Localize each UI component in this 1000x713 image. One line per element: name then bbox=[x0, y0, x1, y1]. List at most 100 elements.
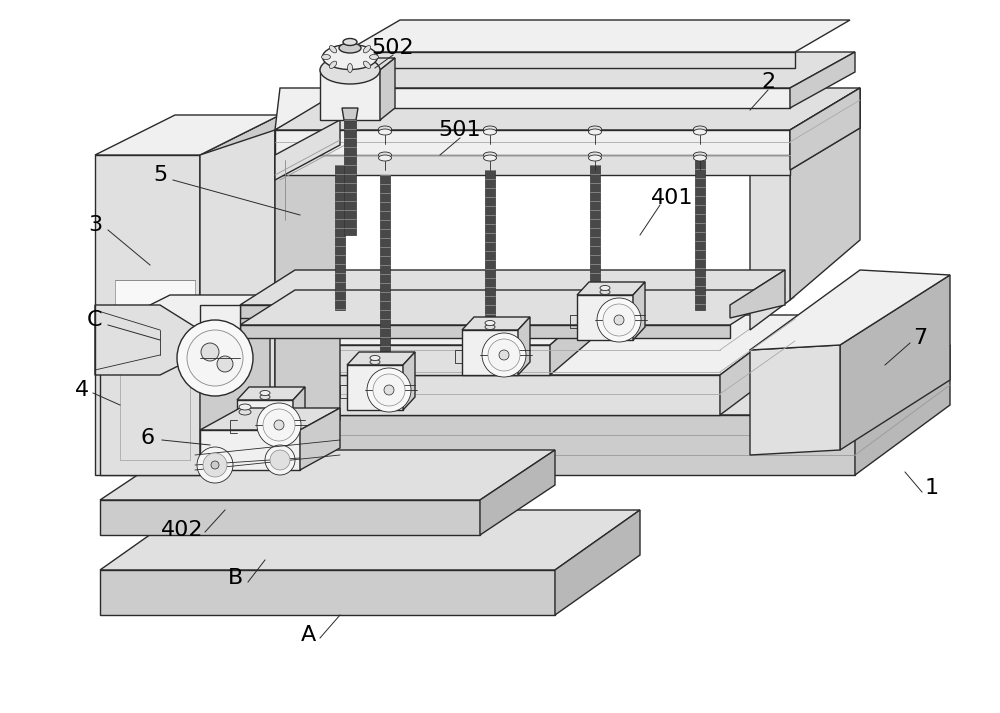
Polygon shape bbox=[130, 285, 620, 345]
Polygon shape bbox=[100, 295, 270, 330]
Polygon shape bbox=[345, 20, 850, 52]
Polygon shape bbox=[240, 305, 730, 318]
Polygon shape bbox=[347, 365, 403, 410]
Polygon shape bbox=[237, 387, 305, 400]
Circle shape bbox=[373, 374, 405, 406]
Polygon shape bbox=[340, 52, 855, 88]
Ellipse shape bbox=[370, 356, 380, 361]
Polygon shape bbox=[577, 282, 645, 295]
Polygon shape bbox=[320, 70, 380, 120]
Polygon shape bbox=[790, 88, 860, 300]
Text: 401: 401 bbox=[651, 188, 693, 208]
Ellipse shape bbox=[600, 289, 610, 294]
Polygon shape bbox=[790, 88, 860, 170]
Ellipse shape bbox=[588, 129, 602, 135]
Ellipse shape bbox=[348, 63, 352, 73]
Text: 402: 402 bbox=[161, 520, 203, 540]
Ellipse shape bbox=[239, 404, 251, 410]
Polygon shape bbox=[240, 270, 785, 305]
Polygon shape bbox=[237, 400, 293, 445]
Circle shape bbox=[614, 315, 624, 325]
Ellipse shape bbox=[348, 41, 352, 51]
Polygon shape bbox=[115, 280, 195, 430]
Text: 3: 3 bbox=[88, 215, 102, 235]
Circle shape bbox=[488, 339, 520, 371]
Circle shape bbox=[499, 350, 509, 360]
Polygon shape bbox=[200, 295, 270, 475]
Ellipse shape bbox=[260, 394, 270, 399]
Polygon shape bbox=[100, 510, 640, 570]
Circle shape bbox=[603, 304, 635, 336]
Polygon shape bbox=[240, 290, 785, 325]
Ellipse shape bbox=[694, 126, 706, 132]
Polygon shape bbox=[300, 408, 340, 470]
Ellipse shape bbox=[694, 152, 706, 158]
Polygon shape bbox=[840, 275, 950, 450]
Polygon shape bbox=[790, 88, 860, 170]
Polygon shape bbox=[462, 317, 530, 330]
Ellipse shape bbox=[694, 155, 706, 161]
Polygon shape bbox=[518, 317, 530, 375]
Polygon shape bbox=[293, 387, 305, 445]
Circle shape bbox=[197, 447, 233, 483]
Polygon shape bbox=[403, 352, 415, 410]
Ellipse shape bbox=[484, 129, 496, 135]
Polygon shape bbox=[555, 510, 640, 615]
Polygon shape bbox=[275, 93, 340, 460]
Polygon shape bbox=[750, 270, 950, 350]
Polygon shape bbox=[855, 345, 950, 475]
Ellipse shape bbox=[260, 391, 270, 396]
Polygon shape bbox=[345, 52, 795, 68]
Circle shape bbox=[257, 403, 301, 447]
Text: 6: 6 bbox=[141, 428, 155, 448]
Ellipse shape bbox=[588, 152, 602, 158]
Polygon shape bbox=[550, 285, 620, 375]
Ellipse shape bbox=[363, 46, 371, 53]
Polygon shape bbox=[200, 130, 275, 475]
Polygon shape bbox=[340, 88, 790, 108]
Polygon shape bbox=[100, 570, 555, 615]
Polygon shape bbox=[130, 315, 800, 375]
Circle shape bbox=[482, 333, 526, 377]
Text: 502: 502 bbox=[372, 38, 414, 58]
Circle shape bbox=[201, 343, 219, 361]
Ellipse shape bbox=[485, 324, 495, 329]
Polygon shape bbox=[335, 165, 345, 310]
Circle shape bbox=[597, 298, 641, 342]
Circle shape bbox=[274, 420, 284, 430]
Polygon shape bbox=[95, 155, 200, 475]
Polygon shape bbox=[750, 345, 840, 455]
Polygon shape bbox=[275, 88, 345, 130]
Ellipse shape bbox=[322, 54, 330, 59]
Polygon shape bbox=[95, 305, 200, 375]
Polygon shape bbox=[100, 330, 200, 475]
Polygon shape bbox=[380, 175, 390, 380]
Polygon shape bbox=[320, 58, 395, 70]
Ellipse shape bbox=[588, 155, 602, 161]
Polygon shape bbox=[485, 170, 495, 365]
Ellipse shape bbox=[239, 409, 251, 415]
Polygon shape bbox=[720, 315, 800, 415]
Polygon shape bbox=[730, 270, 785, 318]
Circle shape bbox=[367, 368, 411, 412]
Circle shape bbox=[384, 385, 394, 395]
Polygon shape bbox=[480, 450, 555, 535]
Ellipse shape bbox=[329, 61, 337, 68]
Circle shape bbox=[177, 320, 253, 396]
Polygon shape bbox=[380, 58, 395, 120]
Ellipse shape bbox=[378, 129, 392, 135]
Ellipse shape bbox=[485, 321, 495, 326]
Polygon shape bbox=[695, 160, 705, 310]
Circle shape bbox=[217, 356, 233, 372]
Ellipse shape bbox=[378, 126, 392, 132]
Polygon shape bbox=[342, 108, 358, 120]
Ellipse shape bbox=[363, 61, 371, 68]
Ellipse shape bbox=[484, 152, 496, 158]
Ellipse shape bbox=[484, 126, 496, 132]
Polygon shape bbox=[344, 120, 356, 235]
Circle shape bbox=[203, 453, 227, 477]
Text: A: A bbox=[300, 625, 316, 645]
Polygon shape bbox=[130, 345, 950, 415]
Ellipse shape bbox=[588, 126, 602, 132]
Circle shape bbox=[211, 461, 219, 469]
